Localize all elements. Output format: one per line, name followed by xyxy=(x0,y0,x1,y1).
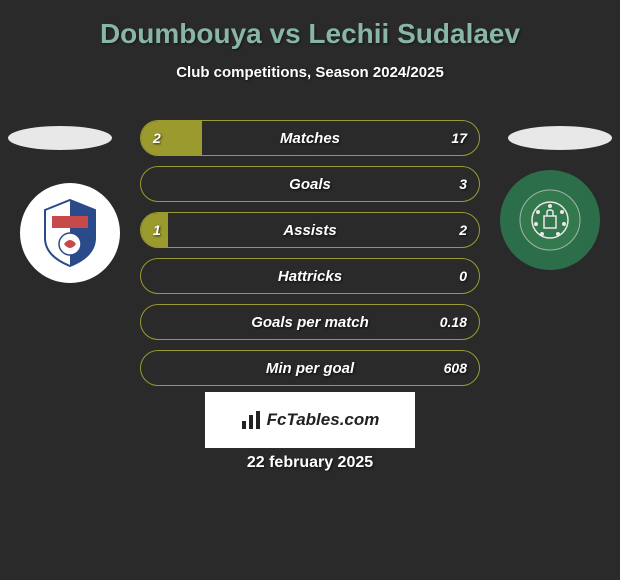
player-right-ellipse xyxy=(508,126,612,150)
terek-emblem-icon xyxy=(510,180,590,260)
stat-label: Hattricks xyxy=(141,259,479,293)
aktobe-shield-icon xyxy=(40,198,100,268)
stat-label: Min per goal xyxy=(141,351,479,385)
fctables-watermark: FcTables.com xyxy=(205,392,415,448)
stat-row: 608Min per goal xyxy=(140,350,480,386)
stat-row: 3Goals xyxy=(140,166,480,202)
stat-row: 0.18Goals per match xyxy=(140,304,480,340)
stats-chart: 217Matches 3Goals 12Assists 0Hattricks 0.18G… xyxy=(140,120,480,396)
page-subtitle: Club competitions, Season 2024/2025 xyxy=(0,64,620,81)
club-badge-left xyxy=(20,183,120,283)
stat-row: 12Assists xyxy=(140,212,480,248)
stat-label: Goals per match xyxy=(141,305,479,339)
stat-label: Goals xyxy=(141,167,479,201)
stat-row: 0Hattricks xyxy=(140,258,480,294)
page-title: Doumbouya vs Lechii Sudalaev xyxy=(0,0,620,50)
fctables-bars-icon xyxy=(241,411,261,429)
date-label: 22 february 2025 xyxy=(0,454,620,472)
stat-label: Assists xyxy=(141,213,479,247)
fctables-label: FcTables.com xyxy=(267,410,380,430)
club-badge-right xyxy=(500,170,600,270)
stat-label: Matches xyxy=(141,121,479,155)
player-left-ellipse xyxy=(8,126,112,150)
stat-row: 217Matches xyxy=(140,120,480,156)
